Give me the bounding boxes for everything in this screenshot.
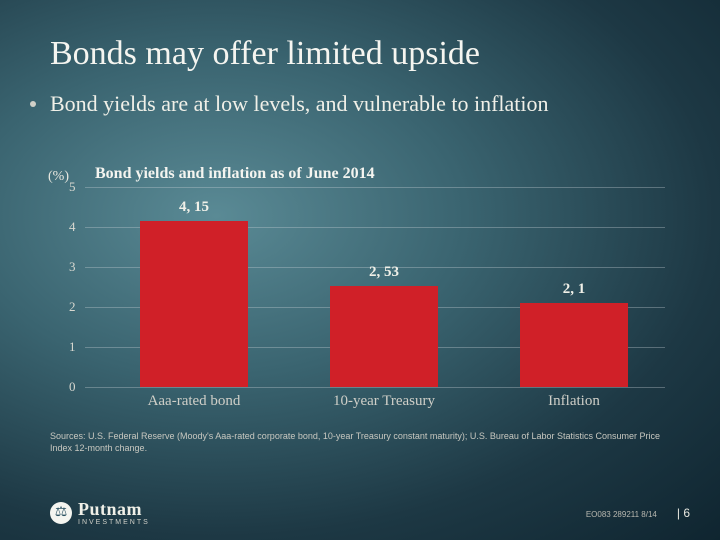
footer-code: EO083 289211 8/14 [586, 510, 657, 519]
bullet-icon [30, 101, 36, 107]
bar-value-label: 2, 53 [330, 264, 438, 281]
x-axis-label: 10-year Treasury [300, 393, 468, 410]
y-tick-label: 3 [69, 259, 76, 275]
x-axis-label: Inflation [490, 393, 658, 410]
subtitle: Bond yields are at low levels, and vulne… [50, 91, 549, 117]
scales-icon: ⚖ [50, 502, 72, 524]
bar-value-label: 2, 1 [520, 281, 628, 298]
y-axis-unit: (%) [48, 169, 69, 185]
brand-logo: ⚖ Putnam INVESTMENTS [50, 499, 150, 526]
y-tick-label: 4 [69, 219, 76, 235]
chart-bar: 2, 1 [520, 303, 628, 387]
sources-text: Sources: U.S. Federal Reserve (Moody's A… [50, 430, 670, 454]
x-axis-label: Aaa-rated bond [110, 393, 278, 410]
chart-bar: 2, 53 [330, 286, 438, 387]
gridline [85, 187, 665, 188]
logo-name: Putnam [78, 499, 150, 520]
y-tick-label: 2 [69, 299, 76, 315]
bar-value-label: 4, 15 [140, 199, 248, 216]
slide-title: Bonds may offer limited upside [0, 0, 720, 73]
y-tick-label: 0 [69, 379, 76, 395]
chart-title: Bond yields and inflation as of June 201… [95, 165, 375, 183]
gridline [85, 387, 665, 388]
chart-plot-area: 0123454, 15Aaa-rated bond2, 5310-year Tr… [85, 187, 665, 387]
footer-right: EO083 289211 8/14 | 6 [586, 506, 690, 520]
bullet-row: Bond yields are at low levels, and vulne… [0, 73, 720, 117]
page-number: | 6 [677, 506, 690, 520]
y-tick-label: 1 [69, 339, 76, 355]
y-tick-label: 5 [69, 179, 76, 195]
footer: ⚖ Putnam INVESTMENTS EO083 289211 8/14 |… [50, 499, 690, 526]
logo-sub: INVESTMENTS [78, 519, 150, 526]
chart-bar: 4, 15 [140, 221, 248, 387]
